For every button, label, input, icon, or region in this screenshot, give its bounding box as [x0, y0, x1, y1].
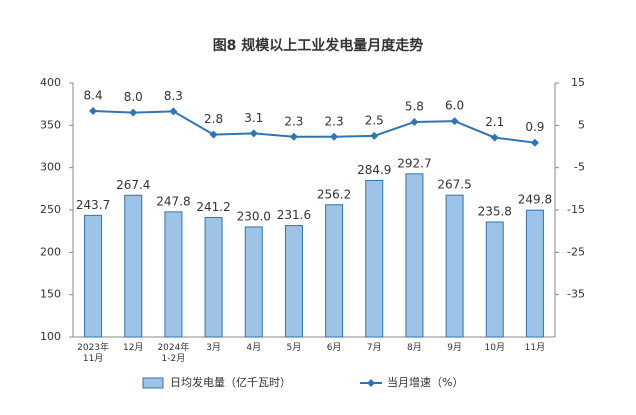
bar-label: 231.6 [277, 208, 311, 222]
line-marker [490, 133, 499, 142]
bar [485, 221, 504, 338]
x-tick-label: 7月 [366, 343, 382, 353]
line-label: 3.1 [244, 111, 263, 125]
line-marker [450, 117, 459, 126]
legend-label: 当月增速（%） [387, 375, 463, 389]
line-marker [129, 108, 138, 117]
line-marker [289, 132, 298, 141]
y-tick-label: 200 [40, 245, 61, 258]
bar [244, 226, 263, 338]
x-tick-label: 2024年 1-2月 [157, 343, 190, 364]
legend-swatch [142, 377, 164, 389]
line-label: 2.1 [485, 115, 504, 129]
x-tick-label: 10月 [484, 343, 505, 353]
x-tick-label: 12月 [123, 343, 144, 353]
line-label: 2.5 [365, 113, 384, 127]
bar-label: 249.8 [518, 193, 552, 207]
y-tick-label: 100 [40, 330, 61, 343]
y2-tick-label: -25 [567, 245, 585, 258]
bar-label: 230.0 [237, 209, 271, 223]
line-marker [249, 129, 258, 138]
bar-label: 243.7 [76, 198, 110, 212]
bar-label: 267.4 [116, 178, 150, 192]
bar-label: 256.2 [317, 187, 351, 201]
bar [124, 194, 143, 338]
x-tick-label: 2023年 11月 [77, 343, 110, 364]
bar-label: 247.8 [156, 194, 190, 208]
line-label: 2.3 [284, 114, 303, 128]
bar [445, 194, 464, 338]
x-tick-label: 4月 [246, 343, 262, 353]
y-tick-label: 400 [40, 76, 61, 89]
chart-title: 图8 规模以上工业发电量月度走势 [213, 37, 424, 54]
x-tick-label: 6月 [326, 343, 342, 353]
line-label: 8.4 [84, 88, 103, 102]
line-marker [370, 131, 379, 140]
bar [365, 179, 384, 338]
y-tick-label: 300 [40, 161, 61, 174]
line-label: 2.8 [204, 112, 223, 126]
bar [325, 204, 344, 338]
bar [204, 216, 223, 338]
bar-label: 241.2 [196, 200, 230, 214]
y2-tick-label: -5 [574, 161, 585, 174]
bar [84, 214, 103, 338]
y-tick-label: 150 [40, 288, 61, 301]
line [93, 109, 536, 144]
x-tick-label: 5月 [286, 343, 302, 353]
line-label: 6.0 [445, 99, 464, 113]
legend-swatch [367, 379, 375, 387]
line-label: 2.3 [325, 114, 344, 128]
bar [525, 209, 544, 338]
y2-tick-label: 15 [571, 76, 585, 89]
y2-tick-label: -15 [567, 203, 585, 216]
x-tick-label: 11月 [524, 343, 546, 353]
y2-tick-label: -35 [567, 288, 585, 301]
y2-tick-label: 5 [578, 118, 585, 131]
line-label: 8.0 [124, 90, 143, 104]
bar-label: 284.9 [357, 163, 391, 177]
bar [164, 211, 183, 338]
y-tick-label: 350 [40, 118, 61, 131]
line-label: 0.9 [525, 120, 544, 134]
x-tick-label: 9月 [447, 343, 462, 353]
bar [284, 225, 303, 338]
bar-label: 235.8 [478, 205, 512, 219]
legend-label: 日均发电量（亿千瓦时） [170, 375, 291, 389]
bar-label: 267.5 [437, 178, 471, 192]
bar [405, 173, 424, 338]
bar-label: 292.7 [397, 156, 431, 170]
line-label: 8.3 [164, 89, 183, 103]
line-label: 5.8 [405, 99, 424, 113]
line-marker [89, 106, 98, 115]
y-tick-label: 250 [40, 203, 61, 216]
x-tick-label: 8月 [407, 343, 422, 353]
line-marker [410, 117, 419, 126]
line-marker [330, 132, 339, 141]
line-marker [530, 138, 539, 147]
x-tick-label: 3月 [206, 343, 221, 353]
line-marker [209, 130, 218, 139]
line-marker [169, 107, 178, 116]
